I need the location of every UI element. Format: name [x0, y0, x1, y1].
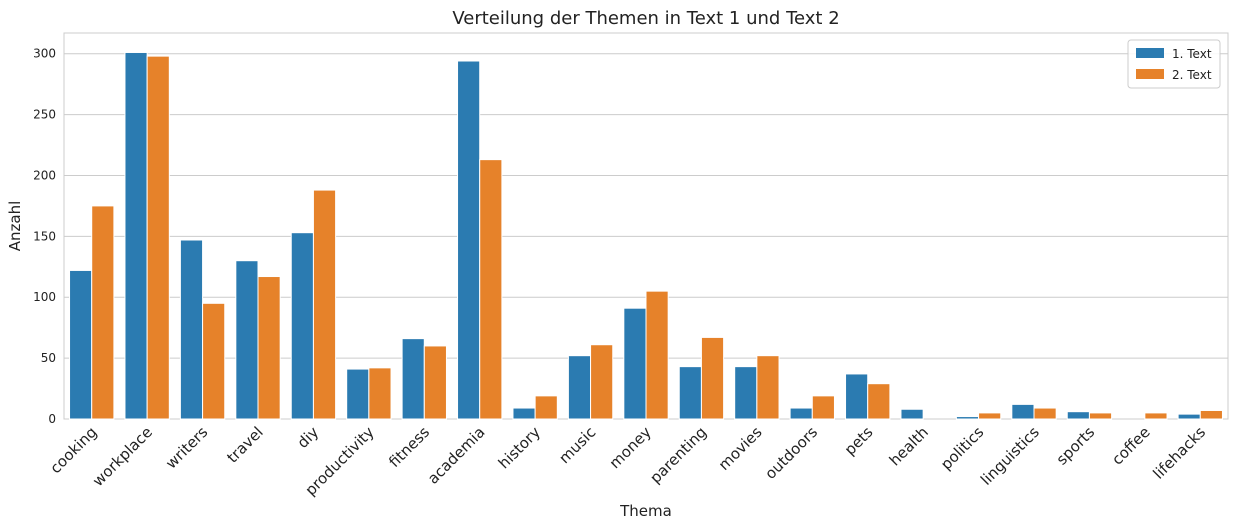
- bar-travel-series-2: [257, 276, 281, 420]
- bar-outdoors-series-1: [789, 407, 813, 420]
- bar-workplace-series-2: [146, 55, 170, 420]
- bar-productivity-series-2: [368, 367, 392, 420]
- y-axis-title: Anzahl: [6, 201, 24, 252]
- bar-writers-series-1: [179, 239, 204, 420]
- y-tick-label: 300: [33, 47, 56, 61]
- bar-politics-series-2: [978, 412, 1002, 420]
- x-tick-label: health: [886, 423, 932, 469]
- bar-movies-series-1: [734, 366, 758, 420]
- legend-swatch: [1136, 69, 1164, 79]
- x-tick-label: movies: [715, 423, 766, 474]
- y-tick-label: 100: [33, 290, 56, 304]
- bar-sports-series-1: [1066, 411, 1090, 420]
- x-tick-label: politics: [937, 423, 987, 473]
- x-tick-label: parenting: [646, 423, 710, 487]
- x-tick-label: fitness: [385, 423, 433, 471]
- chart-title: Verteilung der Themen in Text 1 und Text…: [452, 8, 839, 29]
- legend-swatch: [1136, 48, 1164, 58]
- bar-health-series-1: [900, 408, 924, 420]
- x-tick-label: coffee: [1108, 423, 1153, 468]
- bar-music-series-2: [590, 344, 614, 420]
- bar-pets-series-1: [845, 373, 869, 420]
- bar-lifehacks-series-2: [1199, 409, 1223, 420]
- x-tick-label: music: [555, 423, 599, 467]
- bar-history-series-1: [512, 407, 536, 420]
- bar-fitness-series-1: [401, 338, 425, 420]
- legend: 1. Text 2. Text: [1127, 39, 1221, 89]
- legend-label: 1. Text: [1172, 47, 1212, 61]
- x-tick-label: sports: [1053, 423, 1099, 469]
- x-tick-label: linguistics: [977, 423, 1043, 489]
- bar-outdoors-series-2: [811, 395, 835, 420]
- bar-money-series-2: [645, 290, 669, 420]
- x-tick-label: academia: [424, 423, 489, 488]
- x-tick-label: workplace: [89, 423, 156, 490]
- y-tick-labels: 0 50 100 150 200 250 300: [33, 47, 56, 426]
- bar-academia-series-1: [457, 60, 481, 420]
- x-tick-label: travel: [223, 423, 266, 466]
- x-tick-label: diy: [294, 423, 323, 452]
- bar-sports-series-2: [1088, 412, 1113, 420]
- bar-diy-series-2: [312, 189, 337, 420]
- y-tick-label: 0: [48, 412, 56, 426]
- bars: [69, 51, 1223, 420]
- y-tick-label: 50: [41, 351, 56, 365]
- bar-pets-series-2: [867, 383, 891, 420]
- bar-diy-series-1: [290, 232, 314, 420]
- bar-travel-series-1: [235, 260, 259, 420]
- bar-parenting-series-2: [700, 336, 725, 420]
- bar-parenting-series-1: [678, 366, 702, 420]
- x-axis-title: Thema: [619, 502, 672, 520]
- bar-movies-series-2: [756, 355, 780, 420]
- bar-cooking-series-1: [69, 269, 93, 420]
- bar-linguistics-series-2: [1033, 407, 1057, 420]
- bar-fitness-series-2: [423, 345, 447, 420]
- bar-productivity-series-1: [346, 368, 370, 420]
- y-tick-label: 250: [33, 108, 56, 122]
- x-tick-label: cooking: [46, 423, 100, 477]
- bar-academia-series-2: [479, 159, 503, 420]
- bar-money-series-1: [623, 307, 647, 420]
- x-tick-label: writers: [162, 423, 211, 472]
- bar-music-series-1: [567, 355, 592, 420]
- x-tick-label: money: [606, 423, 655, 472]
- legend-label: 2. Text: [1172, 68, 1212, 82]
- bar-workplace-series-1: [124, 51, 148, 420]
- y-tick-label: 150: [33, 229, 56, 243]
- bar-linguistics-series-1: [1011, 403, 1035, 420]
- bar-cooking-series-2: [91, 205, 115, 420]
- x-tick-label: history: [495, 423, 544, 472]
- bar-history-series-2: [534, 395, 558, 420]
- bar-lifehacks-series-1: [1177, 413, 1201, 420]
- y-tick-label: 200: [33, 168, 56, 182]
- bar-politics-series-1: [955, 416, 980, 420]
- x-tick-label: outdoors: [761, 423, 821, 483]
- bar-writers-series-2: [202, 302, 226, 420]
- x-tick-label: lifehacks: [1150, 423, 1210, 483]
- bar-coffee-series-2: [1144, 412, 1168, 420]
- x-tick-label: pets: [841, 423, 877, 459]
